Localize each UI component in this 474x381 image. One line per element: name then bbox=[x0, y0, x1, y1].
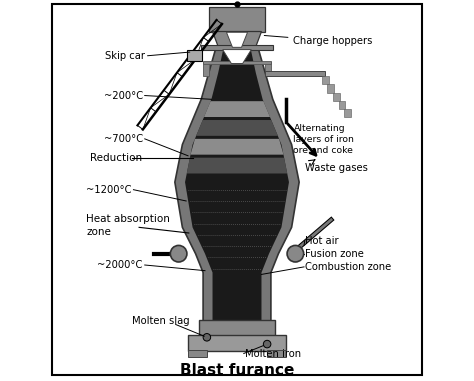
Bar bbox=[344, 109, 351, 117]
Text: ~200°C: ~200°C bbox=[104, 91, 143, 101]
Bar bbox=[203, 61, 271, 64]
Text: ~1200°C: ~1200°C bbox=[86, 185, 132, 195]
Bar bbox=[339, 101, 346, 109]
Bar bbox=[322, 76, 328, 84]
Polygon shape bbox=[185, 46, 289, 322]
Polygon shape bbox=[204, 101, 270, 117]
Circle shape bbox=[170, 245, 187, 262]
Polygon shape bbox=[191, 139, 283, 155]
Text: Hot air: Hot air bbox=[305, 235, 338, 245]
Text: Charge hoppers: Charge hoppers bbox=[264, 35, 373, 46]
Text: Molten iron: Molten iron bbox=[245, 349, 301, 359]
Text: Molten slag: Molten slag bbox=[132, 317, 189, 327]
Circle shape bbox=[287, 245, 304, 262]
Bar bbox=[209, 7, 265, 32]
Text: Heat absorption
zone: Heat absorption zone bbox=[86, 214, 170, 237]
Bar bbox=[328, 84, 334, 93]
Text: Skip car: Skip car bbox=[105, 51, 145, 61]
Polygon shape bbox=[212, 32, 262, 46]
Text: Blast furance: Blast furance bbox=[180, 363, 294, 378]
Bar bbox=[188, 351, 207, 357]
Bar bbox=[200, 320, 274, 336]
Circle shape bbox=[203, 333, 210, 341]
Circle shape bbox=[264, 340, 271, 348]
Polygon shape bbox=[196, 120, 278, 136]
Text: Waste gases: Waste gases bbox=[305, 163, 368, 173]
Bar bbox=[203, 62, 209, 76]
Bar bbox=[265, 62, 271, 76]
Polygon shape bbox=[175, 46, 299, 322]
Polygon shape bbox=[187, 158, 287, 173]
Text: ~2000°C: ~2000°C bbox=[98, 260, 143, 270]
Text: Reduction: Reduction bbox=[90, 153, 142, 163]
Polygon shape bbox=[223, 50, 251, 64]
Bar bbox=[267, 351, 286, 357]
Bar bbox=[201, 45, 273, 50]
Polygon shape bbox=[227, 32, 247, 47]
FancyBboxPatch shape bbox=[187, 50, 201, 61]
FancyBboxPatch shape bbox=[52, 5, 422, 375]
Bar bbox=[265, 71, 326, 76]
Text: ~700°C: ~700°C bbox=[104, 134, 143, 144]
Bar bbox=[188, 335, 286, 351]
Text: Combustion zone: Combustion zone bbox=[305, 262, 391, 272]
Text: Alternating
layers of iron
ore and coke: Alternating layers of iron ore and coke bbox=[293, 124, 355, 155]
Bar bbox=[333, 93, 340, 101]
Text: Fusion zone: Fusion zone bbox=[305, 249, 364, 259]
